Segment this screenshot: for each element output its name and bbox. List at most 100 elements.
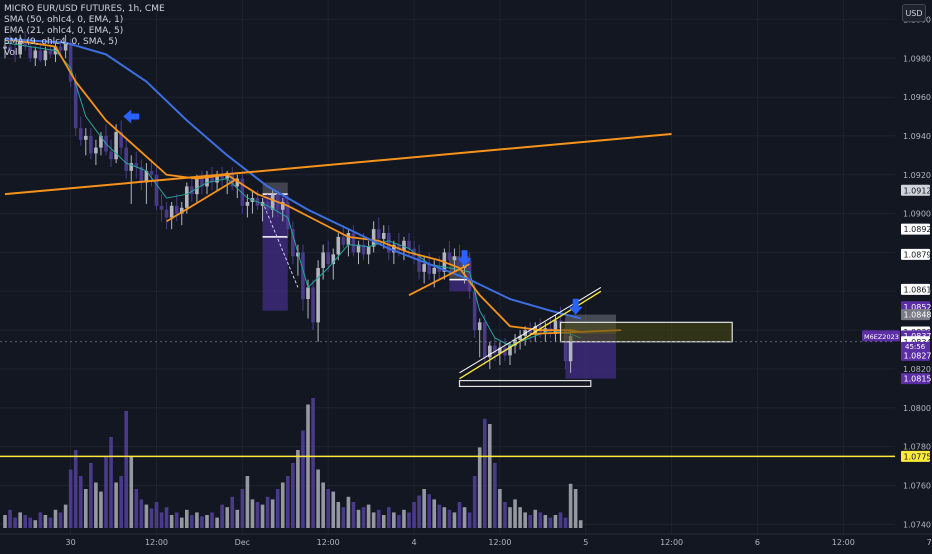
volume-bar bbox=[43, 515, 48, 528]
countdown-tag bbox=[901, 341, 930, 351]
annotation-arrow-icon bbox=[568, 298, 583, 315]
candle-body bbox=[437, 267, 442, 272]
candle-body bbox=[447, 252, 452, 261]
volume-bar bbox=[392, 512, 396, 528]
time-axis-background bbox=[0, 534, 932, 550]
volume-bar bbox=[144, 504, 149, 528]
candle-body bbox=[402, 240, 406, 251]
volume-bar bbox=[13, 517, 17, 528]
legend-ema21[interactable]: EMA (21, ohlc4, 0, EMA, 5) bbox=[4, 26, 124, 36]
ema21-line bbox=[4, 37, 581, 333]
volume-bar bbox=[164, 507, 169, 528]
volume-bar bbox=[316, 469, 320, 528]
candle-body bbox=[28, 46, 33, 59]
volume-bar bbox=[356, 509, 361, 528]
time-tick-label: 5 bbox=[583, 538, 588, 547]
price-tick-label: 1.0760 bbox=[903, 481, 931, 490]
candle-body bbox=[366, 246, 371, 255]
volume-bar bbox=[528, 515, 532, 528]
price-tag bbox=[901, 184, 930, 196]
price-tag-label: 1.0815 bbox=[904, 375, 932, 384]
time-tick-label: Dec bbox=[235, 538, 250, 547]
volume-bar bbox=[427, 494, 431, 528]
candle-body bbox=[154, 174, 159, 206]
candle-body bbox=[8, 46, 12, 51]
volume-bar bbox=[215, 517, 219, 528]
candle-body bbox=[48, 50, 53, 55]
volume-bar bbox=[240, 489, 245, 528]
candle-body bbox=[230, 172, 235, 187]
volume-bar bbox=[381, 515, 386, 528]
legend-title[interactable]: MICRO EUR/USD FUTURES, 1h, CME bbox=[4, 4, 165, 14]
volume-bar bbox=[457, 502, 462, 528]
candle-body bbox=[376, 229, 381, 239]
candle-body bbox=[503, 347, 507, 356]
currency-button[interactable]: USD bbox=[902, 4, 926, 22]
volume-bar bbox=[280, 482, 285, 528]
drawings[interactable] bbox=[0, 109, 895, 458]
candle-body bbox=[33, 50, 38, 59]
price-tick-label: 1.0940 bbox=[903, 132, 931, 141]
volume-bar bbox=[28, 517, 33, 528]
dashed-connector bbox=[262, 201, 299, 288]
volume-bar bbox=[488, 424, 492, 528]
price-tick-label: 1.0960 bbox=[903, 93, 931, 102]
candle-body bbox=[291, 229, 295, 257]
volume-bar bbox=[301, 430, 305, 528]
candle-body bbox=[311, 287, 315, 323]
volume-bar bbox=[462, 507, 467, 528]
volume-bar bbox=[195, 512, 199, 528]
candle-body bbox=[174, 205, 179, 214]
volume-bar bbox=[447, 509, 452, 528]
volume-bar bbox=[442, 507, 447, 528]
price-axis-background bbox=[897, 0, 932, 550]
volume-bar bbox=[291, 463, 295, 528]
candle-body bbox=[417, 256, 421, 272]
support-zone-box bbox=[458, 379, 592, 388]
volume-bar bbox=[200, 516, 204, 528]
resistance-zone-box bbox=[559, 321, 733, 343]
legend-sma9[interactable]: SMA (9, ohlc4, 0, SMA, 5) bbox=[4, 37, 118, 47]
volume-bar bbox=[336, 502, 341, 528]
candle-body bbox=[245, 201, 250, 206]
candle-body bbox=[144, 170, 149, 183]
price-tag bbox=[901, 373, 930, 385]
candle-body bbox=[179, 207, 184, 214]
volume-bar bbox=[23, 515, 27, 528]
volume-bar bbox=[477, 447, 482, 528]
volume-bar bbox=[533, 509, 538, 528]
sma50-line bbox=[4, 37, 581, 320]
volume-bar bbox=[407, 512, 411, 528]
trendline-segment bbox=[408, 263, 471, 296]
price-tag-label: 1.0775 bbox=[904, 452, 932, 461]
volume-bar bbox=[185, 509, 189, 528]
candle-body bbox=[18, 40, 22, 55]
candle-body bbox=[387, 233, 391, 253]
volume-bar bbox=[366, 504, 371, 528]
price-tick-label: 1.0740 bbox=[903, 520, 931, 529]
volume-bar bbox=[33, 520, 38, 528]
candle-body bbox=[472, 291, 477, 331]
price-tick-label: 1.0900 bbox=[903, 210, 931, 219]
candle-body bbox=[89, 135, 93, 154]
volume-bar bbox=[437, 504, 442, 528]
volume-bar bbox=[149, 508, 154, 528]
candle-body bbox=[346, 233, 351, 245]
candle-body bbox=[185, 186, 189, 208]
time-axis[interactable]: 30 12:00 Dec 12:00 4 12:00 5 12:00 6 12:00 7 bbox=[0, 533, 932, 550]
volume-bar bbox=[321, 482, 325, 528]
volume-bar bbox=[275, 489, 280, 528]
volume-bar bbox=[8, 509, 12, 528]
volume-bar bbox=[351, 502, 356, 528]
legend-volume[interactable]: Vol bbox=[4, 48, 18, 58]
volume-bar bbox=[503, 502, 507, 528]
volume-bar bbox=[260, 504, 265, 528]
candle-body bbox=[331, 254, 336, 265]
volume-bar bbox=[89, 463, 93, 528]
volume-bar bbox=[432, 499, 437, 528]
legend-sma50[interactable]: SMA (50, ohlc4, 0, EMA, 1) bbox=[4, 15, 124, 25]
volume-bar bbox=[53, 509, 58, 528]
